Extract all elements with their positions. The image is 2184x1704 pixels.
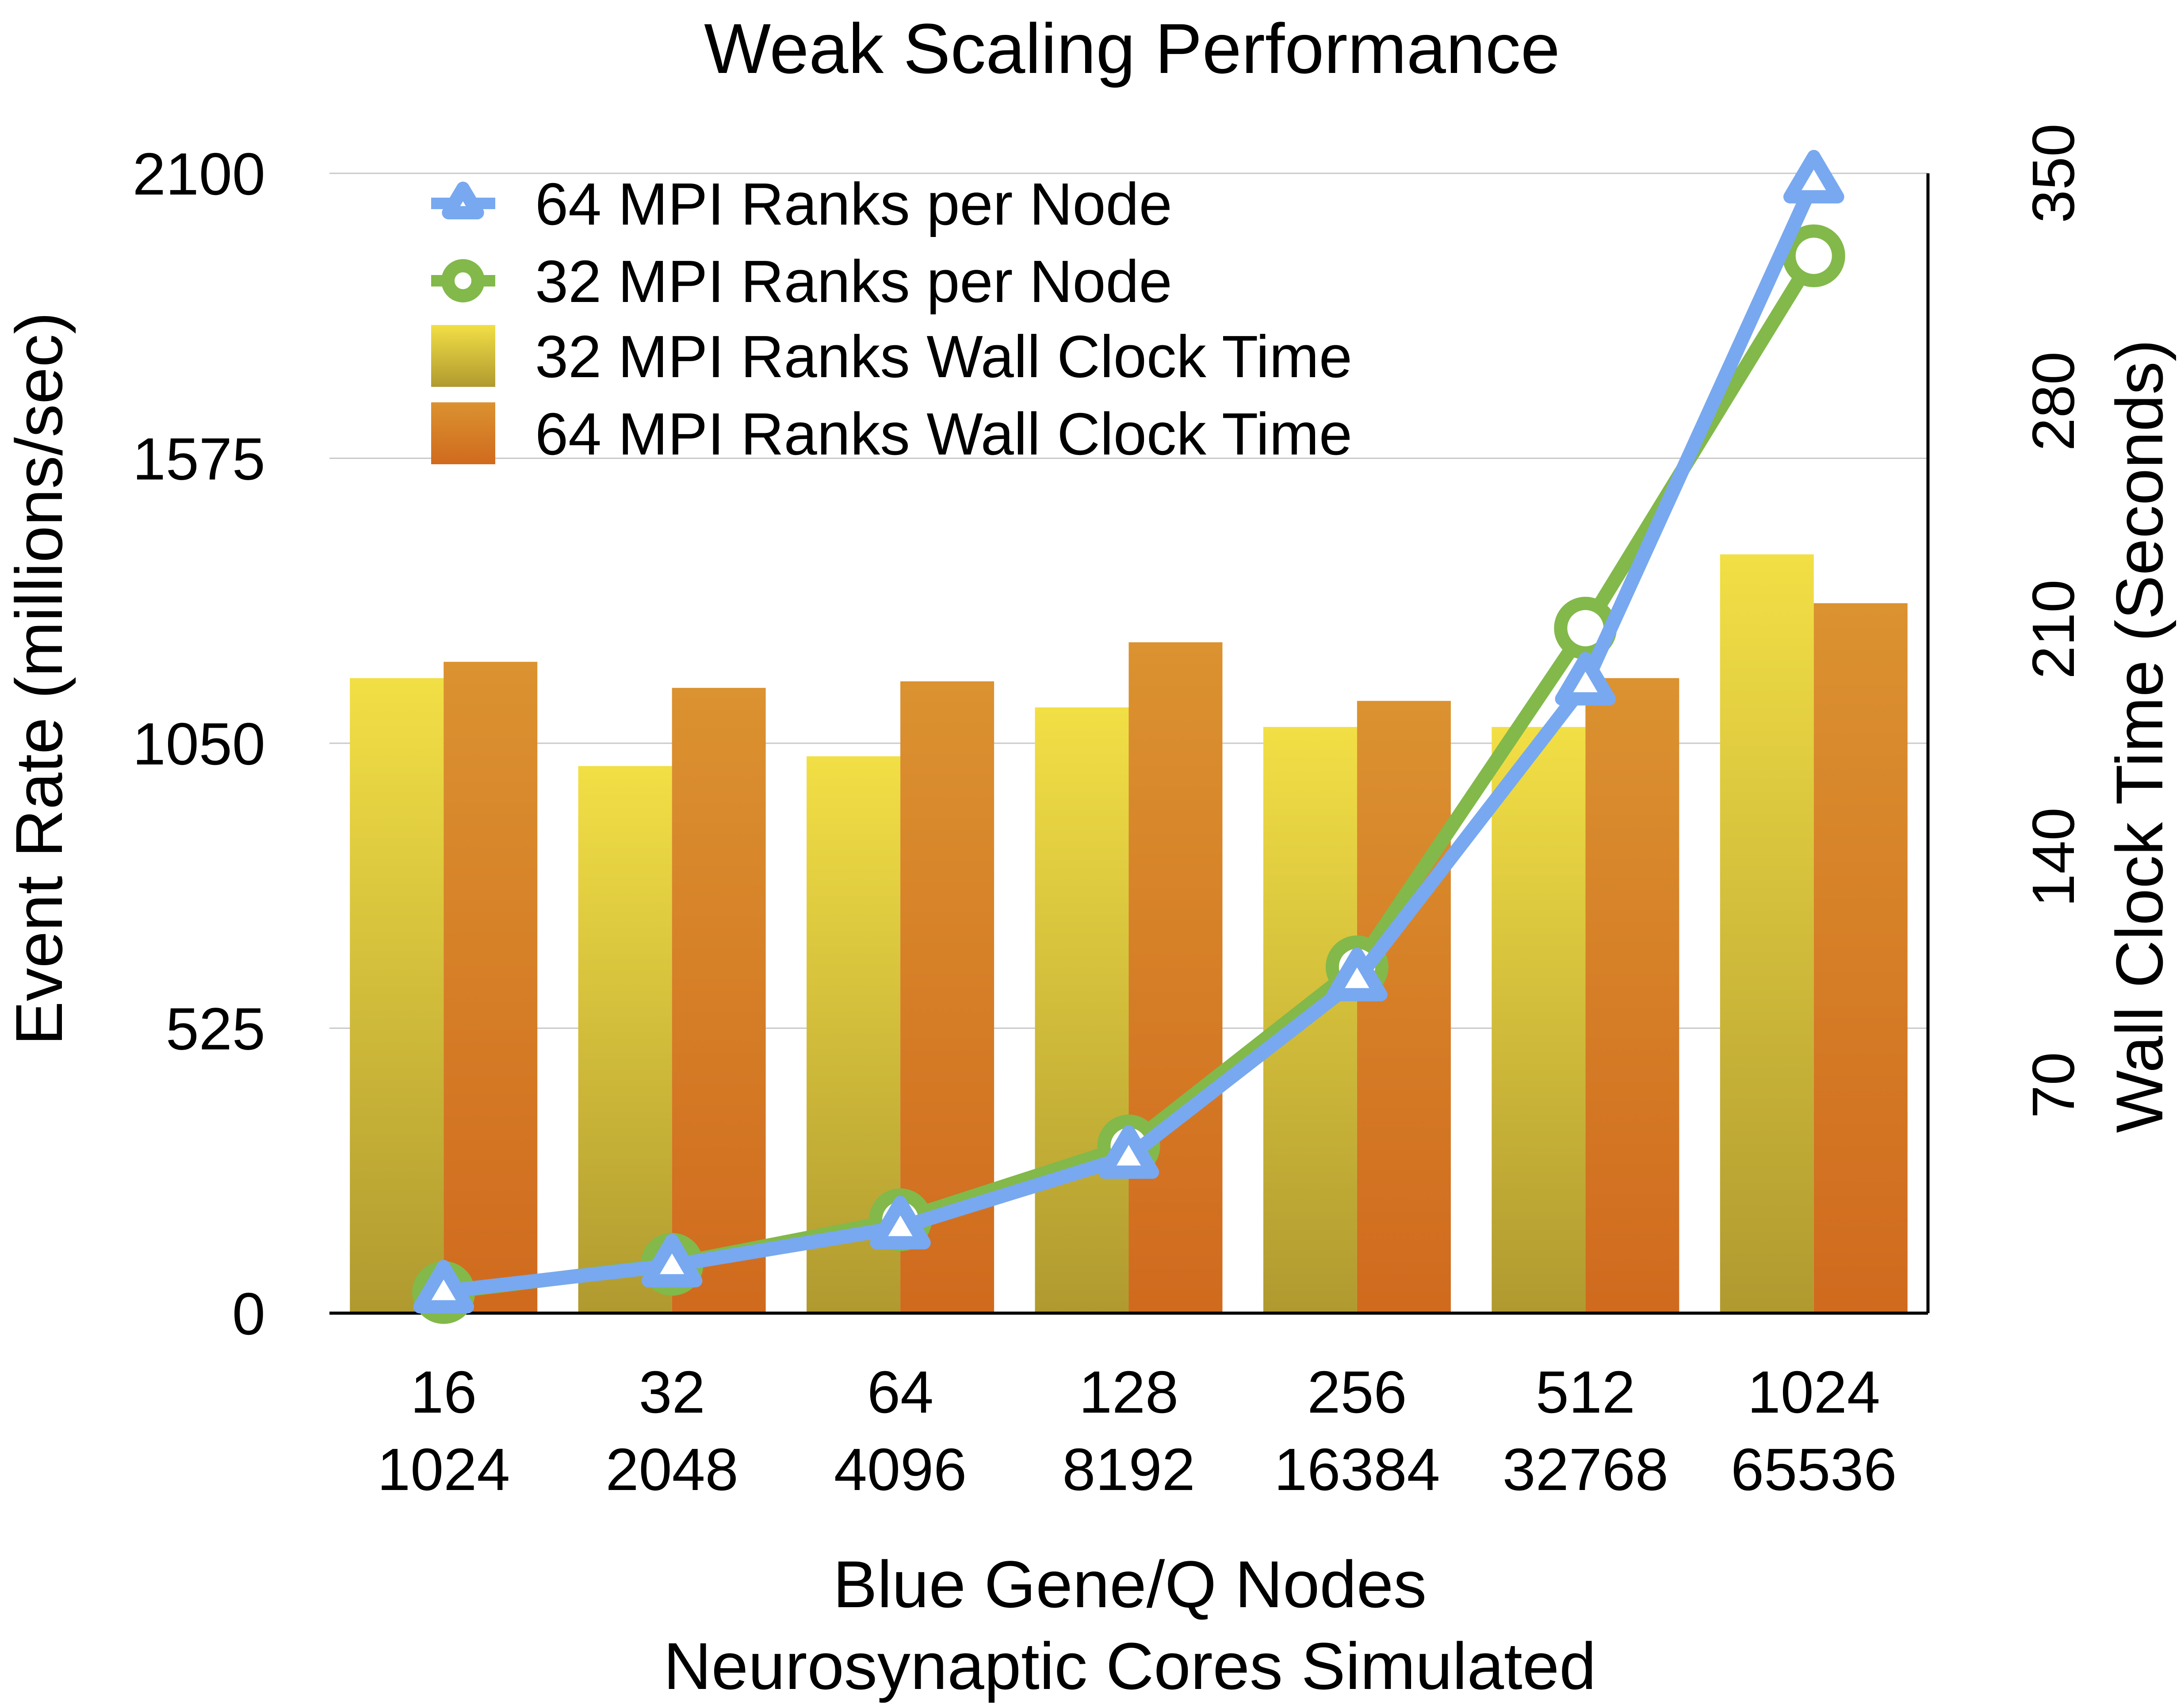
legend-bar-swatch (431, 325, 495, 387)
bar-64-ranks (1128, 642, 1223, 1313)
bar-32-ranks (1492, 727, 1586, 1313)
marker-triangle (870, 1196, 931, 1249)
marker-circle (1782, 224, 1845, 287)
legend-label: 64 MPI Ranks per Node (535, 171, 1172, 237)
bar-32-ranks (1720, 554, 1814, 1313)
right-tick-label: 140 (2020, 807, 2087, 907)
x-tick-label-nodes: 256 (1307, 1359, 1407, 1425)
x-axis-label-cores: Neurosynaptic Cores Simulated (663, 1629, 1596, 1703)
marker-triangle (1783, 149, 1844, 204)
bar-64-ranks (1357, 701, 1451, 1313)
x-axis-ticks: 16 1024 32 2048 64 4096 128 8192 256 16384 512 3276… (377, 1359, 1897, 1503)
bar-series (350, 554, 1908, 1313)
x-tick-label-cores: 16384 (1274, 1436, 1440, 1503)
legend-label: 32 MPI Ranks Wall Clock Time (535, 323, 1352, 390)
right-axis-ticks: 70 140 210 280 350 (2020, 123, 2087, 1118)
bar-64-ranks (1813, 603, 1908, 1313)
x-tick-label-cores: 65536 (1731, 1436, 1897, 1503)
x-tick-label-cores: 8192 (1062, 1436, 1195, 1503)
left-tick-label: 525 (166, 996, 265, 1062)
right-tick-label: 280 (2020, 351, 2087, 451)
bar-64-ranks (1585, 678, 1679, 1313)
axes (329, 173, 1930, 1315)
bar-32-ranks (350, 678, 444, 1313)
y-axis-label-left: Event Rate (millions/sec) (2, 312, 76, 1046)
left-axis-ticks: 0 525 1050 1575 2100 (133, 141, 265, 1347)
bar-32-ranks (578, 766, 672, 1313)
marker-triangle (1327, 948, 1388, 1001)
line-series (412, 149, 1845, 1324)
chart-title: Weak Scaling Performance (704, 9, 1560, 88)
left-tick-label: 1575 (133, 426, 265, 493)
x-tick-label-nodes: 512 (1536, 1359, 1635, 1425)
right-tick-label: 210 (2020, 580, 2087, 679)
legend-circle-icon (441, 259, 485, 302)
bar-64-ranks (672, 688, 766, 1313)
x-tick-label-cores: 2048 (605, 1436, 738, 1503)
x-tick-label-nodes: 64 (867, 1359, 933, 1425)
y-axis-label-right: Wall Clock Time (Seconds) (2102, 340, 2176, 1133)
x-tick-label-cores: 1024 (377, 1436, 510, 1503)
bar-64-ranks (444, 661, 538, 1313)
x-tick-label-nodes: 128 (1079, 1359, 1178, 1425)
legend-label: 32 MPI Ranks per Node (535, 248, 1172, 315)
marker-triangle (413, 1260, 474, 1314)
left-tick-label: 2100 (133, 141, 265, 207)
marker-triangle (1098, 1125, 1159, 1179)
x-tick-label-nodes: 16 (410, 1359, 477, 1425)
legend-label: 64 MPI Ranks Wall Clock Time (535, 401, 1352, 467)
bar-32-ranks (1035, 707, 1129, 1313)
left-tick-label: 1050 (133, 711, 265, 777)
marker-triangle (1555, 652, 1616, 706)
right-tick-label: 70 (2020, 1052, 2087, 1118)
x-tick-label-nodes: 32 (639, 1359, 705, 1425)
legend-bar-swatch (431, 402, 495, 464)
left-tick-label: 0 (232, 1280, 265, 1347)
marker-triangle (641, 1234, 703, 1288)
x-tick-label-cores: 32768 (1503, 1436, 1668, 1503)
legend: 64 MPI Ranks per Node 32 MPI Ranks per No… (431, 171, 1352, 467)
x-tick-label-nodes: 1024 (1748, 1359, 1880, 1425)
x-tick-label-cores: 4096 (834, 1436, 967, 1503)
x-axis-label-nodes: Blue Gene/Q Nodes (833, 1547, 1427, 1621)
legend-triangle-icon (442, 181, 484, 220)
right-tick-label: 350 (2020, 123, 2087, 223)
